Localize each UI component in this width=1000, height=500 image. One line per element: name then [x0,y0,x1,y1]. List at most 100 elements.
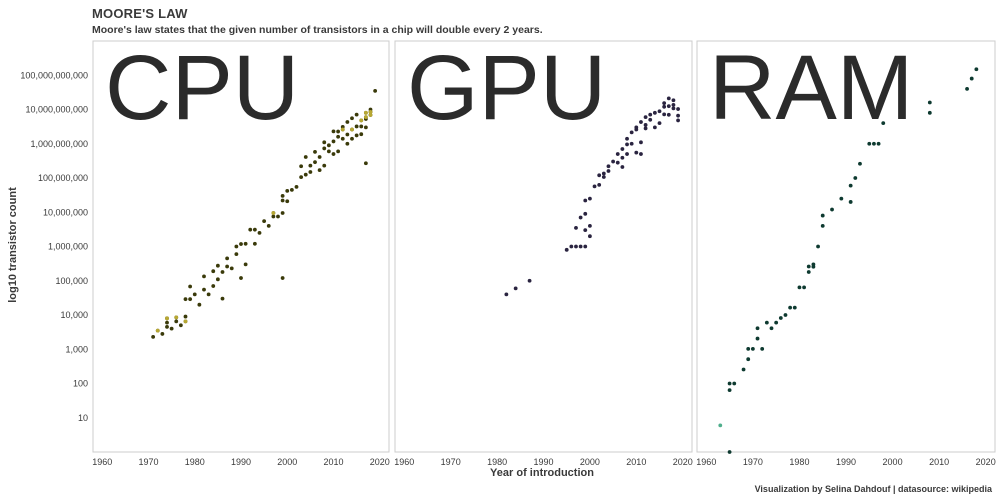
data-point [643,126,648,131]
data-point [615,152,620,156]
data-point [340,136,345,141]
data-point [574,244,578,249]
panel-label: GPU [407,37,606,139]
data-point [174,319,179,324]
panels: CPU 1960 1970 1980 1990 2000 2010 2020 GPU 1960 19… [92,37,995,467]
data-point [927,110,932,115]
panel-frame [394,40,693,453]
data-point [806,264,811,269]
y-tick-label: 10 [78,413,88,423]
chart-title: MOORE'S LAW [92,6,188,21]
x-tick-label: 1970 [743,457,763,467]
y-axis-title: log10 transistor count [7,187,19,303]
data-point [280,276,285,280]
data-point [285,189,290,193]
data-point [504,292,509,297]
data-point [671,103,676,107]
data-point [165,320,169,325]
data-point [239,276,243,280]
data-point [867,141,872,146]
x-tick-label: 2020 [976,457,996,467]
y-tick-label: 1,000,000 [48,242,88,252]
data-point [625,142,629,147]
data-point [215,277,220,282]
data-point [169,326,174,331]
data-point [354,133,359,138]
data-point [639,140,643,145]
data-point-highlight [363,115,368,119]
data-point-highlight [340,127,345,132]
data-point [183,297,188,302]
data-point [322,163,327,168]
data-point [271,214,276,219]
data-point [634,125,639,130]
footer-credit: Visualization by Selina Dahdouf | dataso… [754,484,992,494]
panel-cpu: CPU 1960 1970 1980 1990 2000 2010 2020 [92,37,390,467]
data-point [620,155,625,160]
data-point-highlight [155,328,160,333]
data-point [564,247,569,252]
data-point-highlight [368,113,373,117]
data-point [183,314,188,319]
x-tick-label: 2010 [323,457,343,467]
data-point [927,100,932,105]
data-point [202,274,206,279]
panel-gpu: GPU 1960 1970 1980 1990 2000 2010 2020 [394,37,692,467]
data-point [188,284,193,289]
data-point [220,296,225,301]
data-point [797,285,802,290]
data-point [969,76,974,81]
data-point [629,130,634,135]
data-point [601,171,606,176]
data-point [760,346,765,351]
data-point [820,213,825,218]
data-point [359,132,364,137]
data-point [303,172,308,177]
data-point [574,225,578,230]
data-point [606,164,611,169]
data-point [345,141,350,146]
data-point [588,234,592,239]
data-point [792,305,797,310]
data-point [732,381,737,386]
data-point [830,207,834,212]
data-point [634,150,639,155]
data-point [643,115,648,119]
data-point [806,270,811,274]
data-point [601,175,606,179]
data-point [657,121,662,126]
data-point [746,357,751,362]
data-point [848,200,853,204]
x-tick-label: 2020 [370,457,390,467]
data-point [578,215,583,220]
data-point [620,147,625,151]
data-point [211,284,216,288]
data-point [239,242,243,246]
y-tick-label: 100,000 [55,276,88,286]
data-point [225,256,230,261]
data-point [648,112,653,117]
data-point [774,320,779,325]
data-point [322,146,327,151]
data-point [165,324,169,329]
data-point [350,136,354,141]
x-tick-label: 1970 [138,457,158,467]
data-point [671,98,676,103]
data-point [326,143,331,148]
data-point [211,269,216,274]
data-point [662,101,667,106]
y-tick-label: 100 [73,379,88,389]
data-point [354,112,359,117]
data-point [188,297,193,302]
data-point [583,244,588,249]
data-point [639,120,643,124]
data-point [755,336,760,341]
data-point [639,152,643,156]
x-tick-label: 1960 [394,457,414,467]
data-point [331,139,336,144]
chart-svg: 10 100 1,000 10,000 100,000 1,000,000 10,000,0… [7,37,996,479]
data-point-highlight [271,211,276,215]
data-point [345,132,350,137]
data-point [252,241,257,246]
x-tick-label: 2000 [883,457,903,467]
